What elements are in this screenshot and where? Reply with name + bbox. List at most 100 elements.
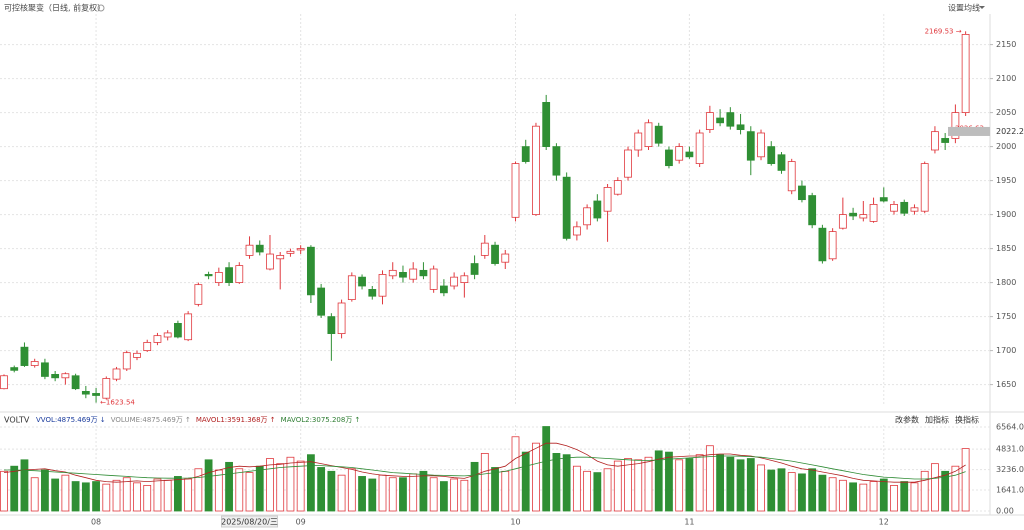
volume-bar <box>603 468 612 512</box>
volume-bar <box>808 468 817 512</box>
candle-body <box>122 352 131 370</box>
indicator-button[interactable]: 改参数 <box>895 415 919 425</box>
volume-ma-line <box>4 455 966 480</box>
volume-bar <box>726 456 735 512</box>
volume-bar <box>900 481 909 512</box>
candle-body <box>460 275 469 283</box>
candle-body <box>41 362 49 377</box>
volume-tick-label: 3236.00 <box>996 465 1024 474</box>
volume-bar <box>572 465 581 512</box>
candle-body <box>787 161 796 192</box>
volume-bar <box>511 436 520 512</box>
candle-body <box>552 146 561 176</box>
volume-bar <box>245 472 254 512</box>
indicator-buttons: 改参数 加指标 换指标 <box>895 415 979 425</box>
candle-body <box>757 132 765 158</box>
candle-body <box>746 131 755 161</box>
volume-bar <box>296 460 305 512</box>
candle-body <box>276 254 285 260</box>
volume-bar <box>41 469 49 512</box>
x-tick-label: 11 <box>684 518 694 527</box>
volume-bar <box>388 477 397 512</box>
volume-tick-label: 4831.00 <box>996 445 1024 454</box>
candle-body <box>409 268 418 280</box>
candle-body <box>818 227 827 262</box>
candle-body <box>235 265 244 284</box>
candle-body <box>511 163 520 218</box>
candle-body <box>470 263 479 275</box>
volume-bar <box>419 470 428 512</box>
volume-bar <box>818 474 827 512</box>
y-tick-label: 1800 <box>996 278 1016 287</box>
indicator-button[interactable]: 加指标 <box>925 415 949 425</box>
volume-bar <box>777 468 786 512</box>
price-annotation: ←1623.54 <box>100 399 135 407</box>
volume-bar <box>92 481 100 512</box>
volume-ma-line <box>3 442 966 483</box>
candle-body <box>685 151 694 158</box>
volume-bar <box>0 470 8 512</box>
candle-body <box>654 125 663 144</box>
volume-bar <box>665 451 673 512</box>
candle-body <box>214 271 223 283</box>
volume-bar <box>470 461 479 512</box>
candle-body <box>480 242 489 256</box>
volume-bar <box>480 452 489 512</box>
volume-bar <box>10 465 19 512</box>
candle-body <box>695 132 704 165</box>
volume-bar <box>624 458 632 512</box>
candle-body <box>532 125 540 215</box>
volume-bar <box>910 482 919 512</box>
volume-bar <box>654 450 663 512</box>
volume-bar <box>399 477 407 512</box>
y-tick-label: 1750 <box>996 312 1016 321</box>
volume-bar <box>276 463 285 512</box>
indicator-button[interactable]: 换指标 <box>955 415 979 425</box>
candle-body <box>368 288 377 297</box>
volume-bar <box>931 463 939 512</box>
volume-bar <box>675 459 684 512</box>
volume-bar <box>163 479 172 512</box>
candle-body <box>624 149 632 178</box>
volume-bar <box>787 472 796 512</box>
ma-settings-button[interactable]: 设置均线 <box>948 3 980 13</box>
legend-item: VOLUME:4875.469万 ↑ <box>111 416 191 424</box>
volume-bar <box>184 478 193 512</box>
candle-body <box>296 248 305 251</box>
x-tick-label: 12 <box>879 518 889 527</box>
crosshair-date-label: 2025/08/20/三 <box>221 518 278 527</box>
volume-bar <box>122 477 131 512</box>
volume-bar <box>869 481 878 512</box>
candle-body <box>378 274 387 297</box>
candle-body <box>665 149 673 167</box>
candle-body <box>245 244 254 256</box>
volume-bar <box>521 451 530 512</box>
candle-body <box>317 287 326 316</box>
candle-body <box>163 332 172 338</box>
volume-bar <box>368 478 377 512</box>
candle-body <box>879 197 888 202</box>
volume-bar <box>859 483 868 512</box>
candle-body <box>71 375 80 390</box>
volume-bar <box>174 476 182 512</box>
crosshair-price-label: 2022.26 <box>996 127 1024 136</box>
volume-bar <box>532 442 540 512</box>
volume-bar <box>112 479 121 512</box>
volume-bar <box>583 470 592 512</box>
candle-body <box>675 146 684 161</box>
candle-body <box>255 244 264 253</box>
volume-bar <box>214 469 223 512</box>
candle-body <box>174 322 182 338</box>
candle-body <box>327 316 336 335</box>
candle-body <box>603 186 612 212</box>
candle-body <box>849 212 857 217</box>
settings-icon[interactable] <box>97 4 105 12</box>
candle-body <box>143 342 152 352</box>
volume-bar <box>593 472 602 512</box>
volume-bar <box>634 459 643 512</box>
volume-bar <box>491 467 499 512</box>
candle-body <box>153 335 162 343</box>
volume-bar <box>746 458 755 512</box>
volume-bar <box>235 468 244 512</box>
